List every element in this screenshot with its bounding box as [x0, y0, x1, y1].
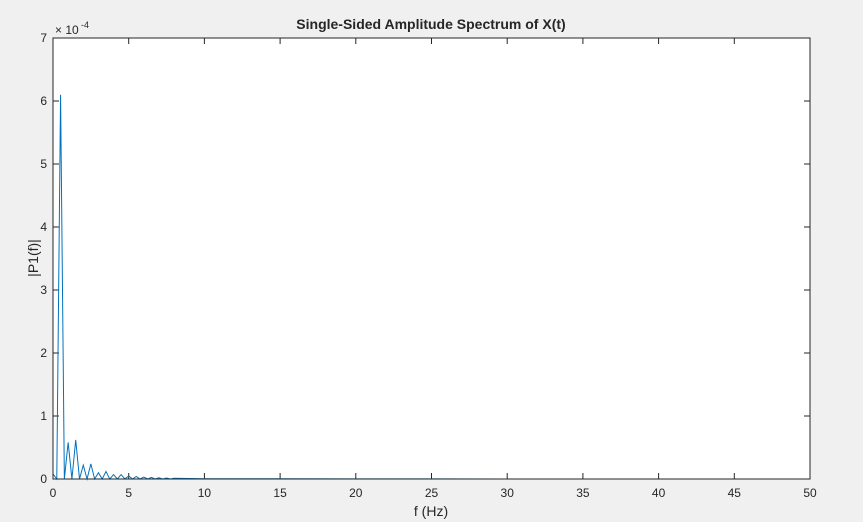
y-tick-label: 4: [40, 220, 47, 234]
y-exponent-multiplier: × 10: [55, 23, 79, 37]
y-tick-label: 6: [40, 94, 47, 108]
y-tick-label: 0: [40, 472, 47, 486]
x-tick-label: 35: [576, 486, 590, 500]
y-exponent-power: -4: [81, 20, 89, 30]
x-tick-label: 40: [652, 486, 666, 500]
y-axis-label: |P1(f)|: [25, 239, 41, 277]
plot-area: [53, 38, 810, 479]
y-tick-label: 5: [40, 157, 47, 171]
y-tick-label: 1: [40, 409, 47, 423]
x-tick-label: 15: [273, 486, 287, 500]
y-ticks: 0 1 2 3 4 5 6 7: [40, 31, 810, 486]
x-tick-label: 30: [501, 486, 515, 500]
x-tick-label: 5: [125, 486, 132, 500]
y-tick-label: 2: [40, 346, 47, 360]
x-tick-label: 50: [803, 486, 817, 500]
x-tick-label: 0: [50, 486, 57, 500]
x-ticks: 0 5 10 15 20 25 30 35 40 45 50: [50, 38, 817, 500]
axes-box: [52, 37, 811, 480]
x-tick-label: 45: [728, 486, 742, 500]
y-tick-label: 3: [40, 283, 47, 297]
x-tick-label: 25: [425, 486, 439, 500]
x-tick-label: 10: [198, 486, 212, 500]
x-tick-label: 20: [349, 486, 363, 500]
y-tick-label: 7: [40, 31, 47, 45]
chart-title: Single-Sided Amplitude Spectrum of X(t): [296, 16, 565, 32]
x-axis-label: f (Hz): [414, 503, 448, 519]
